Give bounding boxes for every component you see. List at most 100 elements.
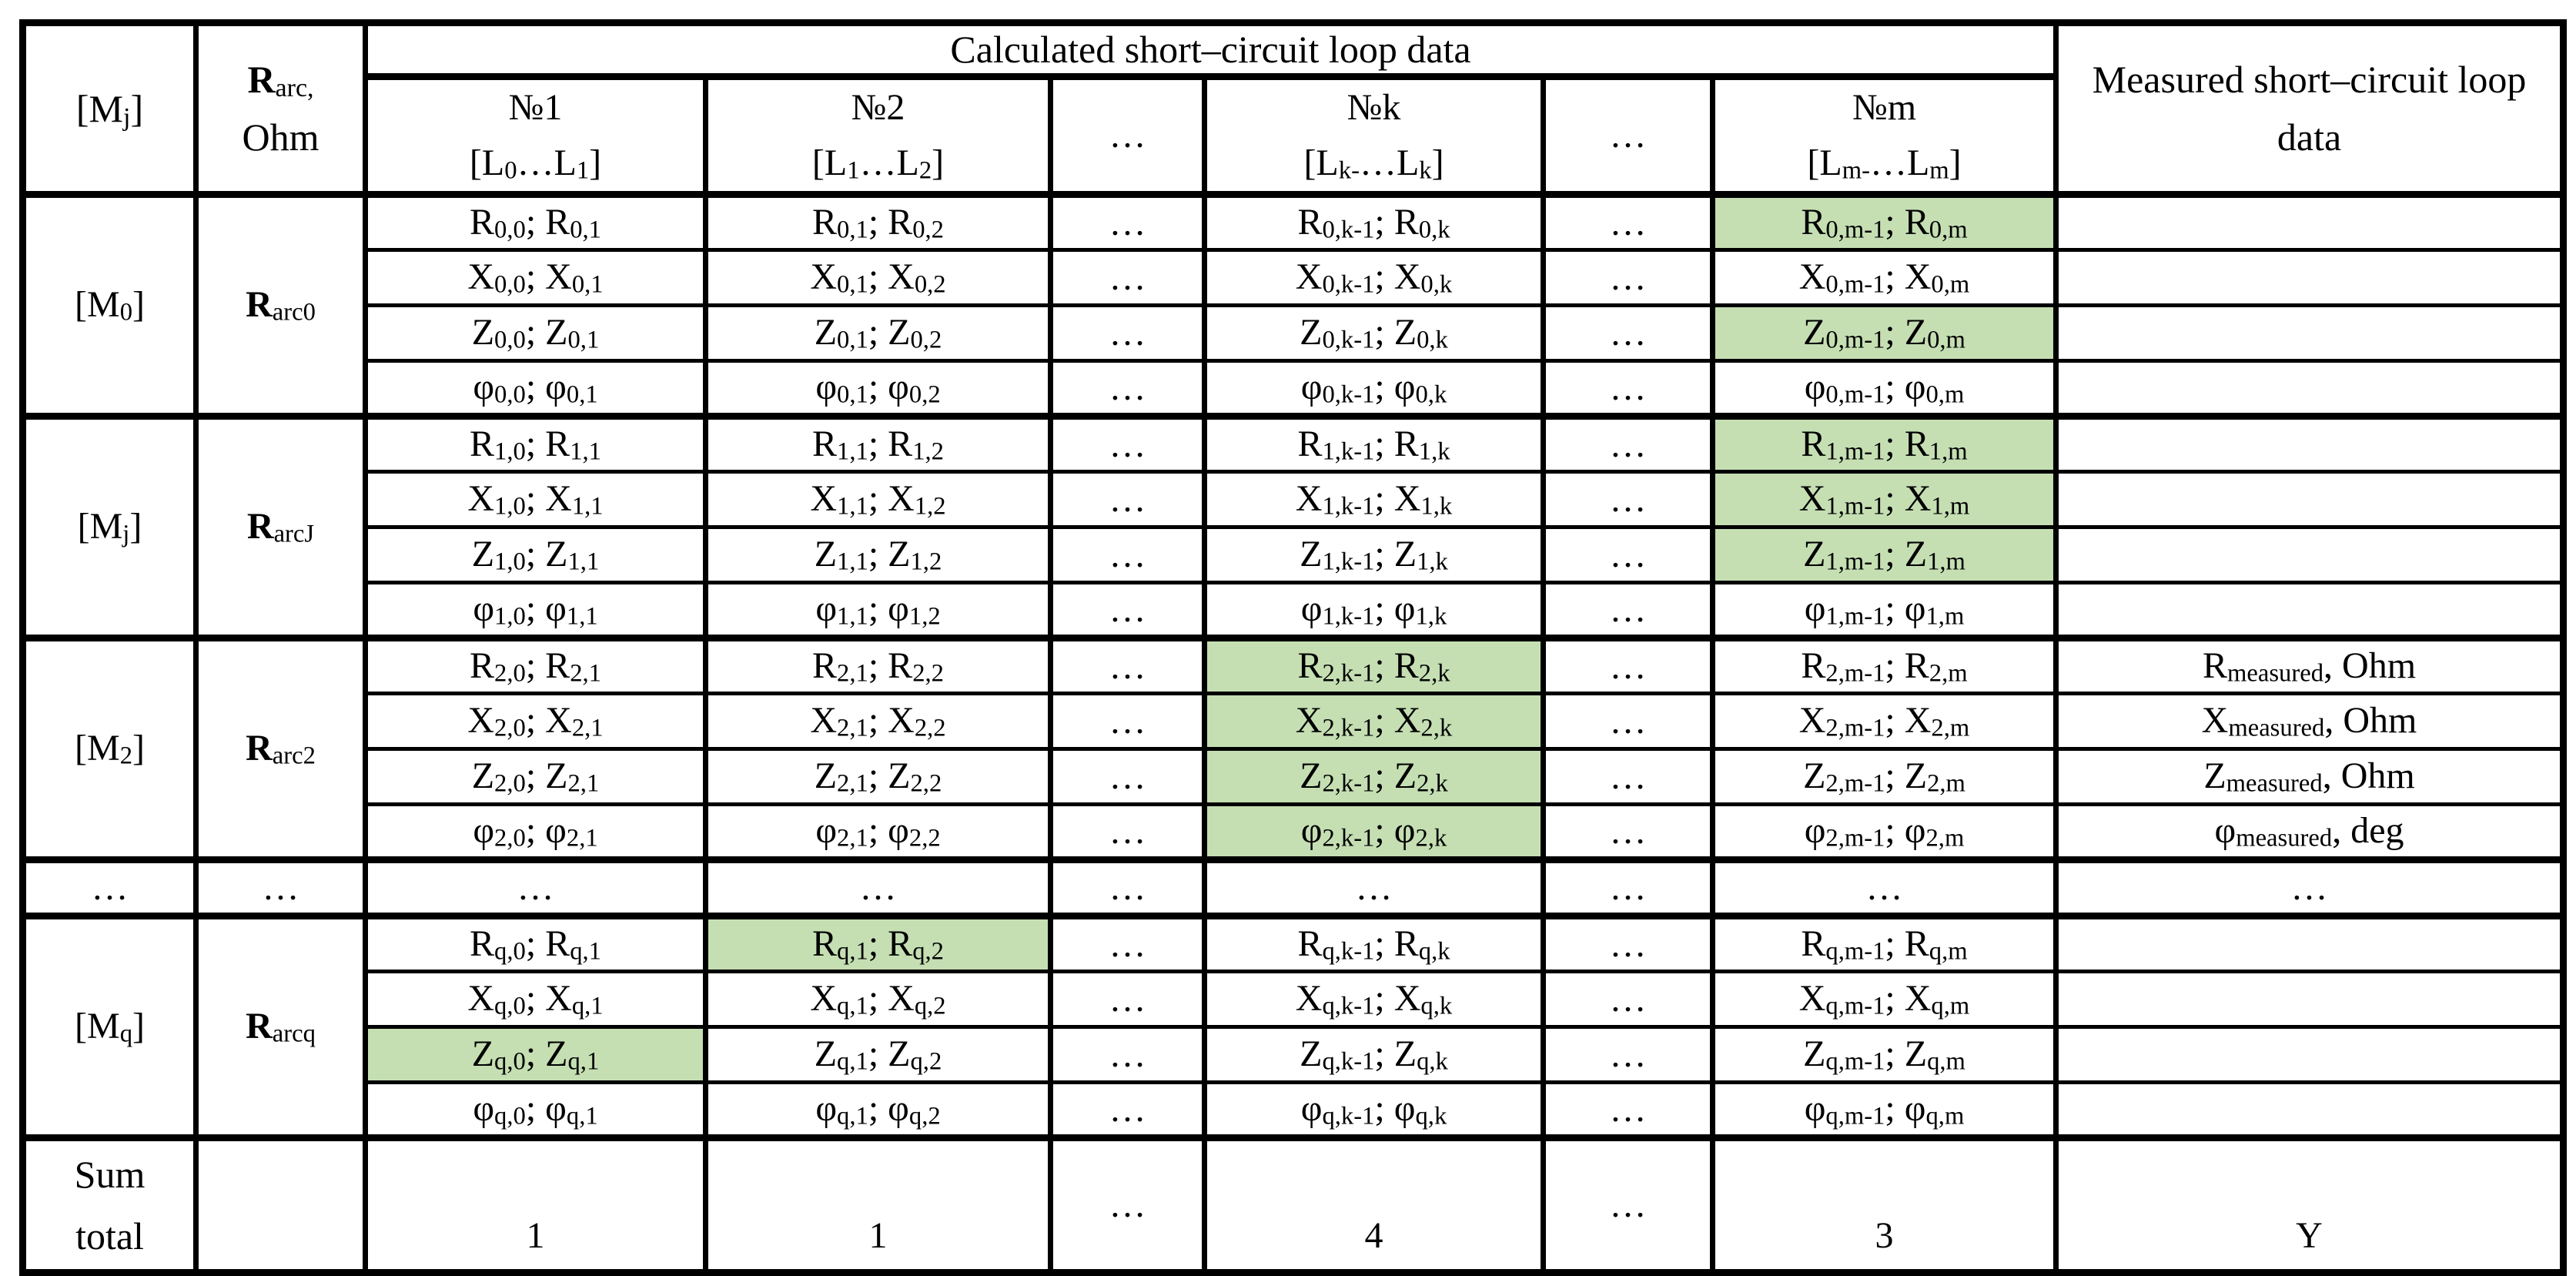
measured-cell-empty bbox=[2053, 413, 2567, 474]
cell-x0-loop1: X0,0; X0,1 bbox=[363, 248, 708, 307]
short-circuit-loop-table: [Mj] Rarc, Ohm Calculated short–circuit … bbox=[19, 19, 2568, 1276]
cell-z2-loop1: Z2,0; Z2,1 bbox=[363, 747, 708, 806]
cell-x2-loop1: X2,0; X2,1 bbox=[363, 692, 708, 751]
measured-cell-empty bbox=[2053, 1080, 2567, 1140]
ellipsis-cell: … bbox=[1048, 248, 1207, 307]
table-row: Xq,0; Xq,1 Xq,1; Xq,2 … Xq,k-1; Xq,k … X… bbox=[23, 970, 2567, 1029]
cell-xq-loop2: Xq,1; Xq,2 bbox=[703, 970, 1053, 1029]
measured-cell-x: Xmeasured, Ohm bbox=[2053, 692, 2567, 751]
header-calculated-data: Calculated short–circuit loop data bbox=[362, 21, 2059, 80]
cell-z1-loopk: Z1,k-1; Z1,k bbox=[1202, 525, 1546, 584]
cell-phiq-loopm: φq,m-1; φq,m bbox=[1709, 1080, 2059, 1140]
cell-phiq-loopk: φq,k-1; φq,k bbox=[1202, 1080, 1546, 1140]
cell-phi2-loopm: φ2,m-1; φ2,m bbox=[1709, 802, 2059, 862]
ellipsis-cell: … bbox=[1048, 525, 1207, 584]
ellipsis-cell: … bbox=[1048, 802, 1207, 862]
group-m0-label: [M0] bbox=[20, 191, 199, 418]
sum-loopm-value: 3 bbox=[1709, 1134, 2059, 1274]
ellipsis-cell: … bbox=[1048, 359, 1207, 418]
table-row: X2,0; X2,1 X2,1; X2,2 … X2,k-1; X2,k … X… bbox=[23, 692, 2567, 751]
group-mj-label: [Mj] bbox=[20, 413, 199, 640]
ellipsis-cell: … bbox=[1541, 581, 1715, 640]
cell-x1-loop2: X1,1; X1,2 bbox=[703, 470, 1053, 529]
sum-loop1-value: 1 bbox=[363, 1134, 708, 1274]
cell-phi0-loopk: φ0,k-1; φ0,k bbox=[1202, 359, 1546, 418]
header-loop-m: №m [Lm-…Lm] bbox=[1709, 75, 2059, 196]
header-loop-ellipsis: … bbox=[1541, 75, 1715, 196]
cell-z2-loop2: Z2,1; Z2,2 bbox=[703, 747, 1053, 806]
ellipsis-cell: … bbox=[1048, 470, 1207, 529]
table-row: Z2,0; Z2,1 Z2,1; Z2,2 … Z2,k-1; Z2,k … Z… bbox=[23, 747, 2567, 806]
cell-z1-loop2: Z1,1; Z1,2 bbox=[703, 525, 1053, 584]
table-row: [Mj] RarcJ R1,0; R1,1 R1,1; R1,2 … R1,k-… bbox=[20, 413, 2567, 640]
ellipsis-cell: … bbox=[1541, 191, 1715, 252]
ellipsis-cell: … bbox=[1048, 581, 1207, 640]
header-measured-data: Measured short–circuit loop data bbox=[2053, 21, 2567, 196]
table-row: X0,0; X0,1 X0,1; X0,2 … X0,k-1; X0,k … X… bbox=[23, 248, 2567, 307]
sum-loopk-value: 4 bbox=[1202, 1134, 1546, 1274]
ellipsis-cell: … bbox=[1541, 856, 1715, 918]
ellipsis-cell: … bbox=[1541, 913, 1715, 973]
table-row: [M0] Rarc0 R0,0; R0,1 R0,1; R0,2 … R0,k-… bbox=[20, 191, 2567, 418]
header-loop-ellipsis: … bbox=[1048, 75, 1207, 196]
ellipsis-cell: … bbox=[1541, 635, 1715, 695]
cell-phi0-loop2: φ0,1; φ0,2 bbox=[703, 359, 1053, 418]
table-row: [M2] Rarc2 R2,0; R2,1 R2,1; R2,2 … R2,k-… bbox=[20, 635, 2567, 862]
cell-r0-loopk: R0,k-1; R0,k bbox=[1202, 191, 1546, 252]
cell-z2-loopk-highlighted: Z2,k-1; Z2,k bbox=[1202, 747, 1546, 806]
measured-cell-empty bbox=[2053, 581, 2567, 640]
header-loop-2: №2 [L1…L2] bbox=[703, 75, 1053, 196]
cell-x2-loopk-highlighted: X2,k-1; X2,k bbox=[1202, 692, 1546, 751]
ellipsis-cell: … bbox=[1541, 970, 1715, 1029]
cell-phi1-loopm: φ1,m-1; φ1,m bbox=[1709, 581, 2059, 640]
group-m0-rarc: Rarc0 bbox=[193, 191, 368, 418]
cell-phi2-loop2: φ2,1; φ2,2 bbox=[703, 802, 1053, 862]
sum-rarc-empty bbox=[193, 1134, 368, 1274]
measured-cell-empty bbox=[2053, 248, 2567, 307]
cell-rq-loop1: Rq,0; Rq,1 bbox=[363, 913, 708, 973]
cell-rq-loop2-highlighted: Rq,1; Rq,2 bbox=[703, 913, 1053, 973]
cell-phi1-loopk: φ1,k-1; φ1,k bbox=[1202, 581, 1546, 640]
table-row: Z0,0; Z0,1 Z0,1; Z0,2 … Z0,k-1; Z0,k … Z… bbox=[23, 303, 2567, 363]
measured-cell-phi: φmeasured, deg bbox=[2053, 802, 2567, 862]
cell-z0-loop2: Z0,1; Z0,2 bbox=[703, 303, 1053, 363]
sum-total-label: Sum total bbox=[20, 1134, 199, 1274]
cell-r1-loopm-highlighted: R1,m-1; R1,m bbox=[1709, 413, 2059, 474]
cell-r1-loop1: R1,0; R1,1 bbox=[363, 413, 708, 474]
cell-z0-loop1: Z0,0; Z0,1 bbox=[363, 303, 708, 363]
cell-x1-loopm-highlighted: X1,m-1; X1,m bbox=[1709, 470, 2059, 529]
cell-r1-loopk: R1,k-1; R1,k bbox=[1202, 413, 1546, 474]
measured-cell-empty bbox=[2053, 913, 2567, 973]
ellipsis-cell: … bbox=[1541, 1134, 1715, 1274]
ellipsis-cell: … bbox=[1048, 1025, 1207, 1084]
ellipsis-cell: … bbox=[1048, 1134, 1207, 1274]
cell-phi2-loop1: φ2,0; φ2,1 bbox=[363, 802, 708, 862]
sum-total-row: Sum total 1 1 … 4 … 3 Y bbox=[20, 1134, 2567, 1274]
cell-x0-loopk: X0,k-1; X0,k bbox=[1202, 248, 1546, 307]
ellipsis-cell: … bbox=[1541, 747, 1715, 806]
measured-cell-empty bbox=[2053, 191, 2567, 252]
cell-xq-loopk: Xq,k-1; Xq,k bbox=[1202, 970, 1546, 1029]
ellipsis-cell: … bbox=[1048, 970, 1207, 1029]
cell-x2-loop2: X2,1; X2,2 bbox=[703, 692, 1053, 751]
cell-phi0-loop1: φ0,0; φ0,1 bbox=[363, 359, 708, 418]
cell-r2-loopm: R2,m-1; R2,m bbox=[1709, 635, 2059, 695]
ellipsis-cell: … bbox=[363, 856, 708, 918]
ellipsis-cell: … bbox=[1048, 413, 1207, 474]
header-rarc-ohm: Rarc, Ohm bbox=[193, 21, 368, 196]
ellipsis-cell: … bbox=[193, 856, 368, 918]
cell-r0-loop1: R0,0; R0,1 bbox=[363, 191, 708, 252]
measured-cell-empty bbox=[2053, 359, 2567, 418]
table-row: φ2,0; φ2,1 φ2,1; φ2,2 … φ2,k-1; φ2,k … φ… bbox=[23, 802, 2567, 862]
cell-r2-loop1: R2,0; R2,1 bbox=[363, 635, 708, 695]
table-row: φq,0; φq,1 φq,1; φq,2 … φq,k-1; φq,k … φ… bbox=[23, 1080, 2567, 1140]
group-mq-rarc: Rarcq bbox=[193, 913, 368, 1140]
ellipsis-cell: … bbox=[1048, 856, 1207, 918]
ellipsis-cell: … bbox=[1202, 856, 1546, 918]
cell-r0-loopm-highlighted: R0,m-1; R0,m bbox=[1709, 191, 2059, 252]
ellipsis-cell: … bbox=[1048, 1080, 1207, 1140]
cell-phi1-loop2: φ1,1; φ1,2 bbox=[703, 581, 1053, 640]
ellipsis-cell: … bbox=[1541, 303, 1715, 363]
ellipsis-cell: … bbox=[1709, 856, 2059, 918]
